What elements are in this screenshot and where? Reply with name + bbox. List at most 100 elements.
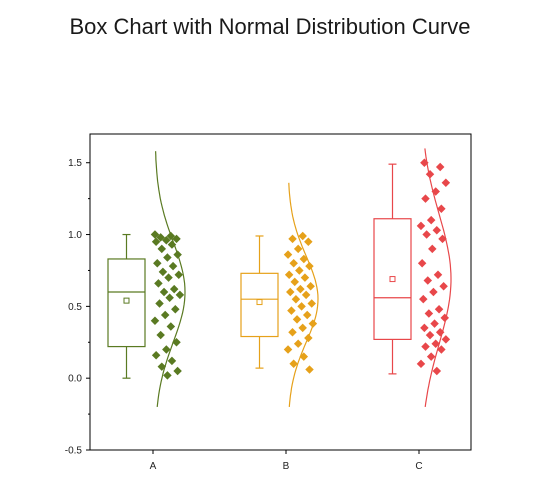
data-point: [304, 333, 313, 343]
series-group-a: [107, 151, 186, 407]
data-point: [421, 342, 430, 351]
data-point: [164, 273, 173, 282]
mean-marker: [256, 299, 263, 306]
data-point: [283, 250, 293, 259]
data-point: [437, 345, 446, 354]
data-point: [439, 282, 448, 291]
y-tick-label: 1.0: [68, 230, 82, 241]
data-point: [157, 362, 167, 371]
data-point: [293, 339, 303, 348]
iqr-box: [107, 258, 146, 348]
data-point: [166, 231, 176, 241]
y-axis: -0.5 0.0 0.5 1.0 1.5: [65, 158, 90, 457]
data-point: [437, 204, 446, 213]
normal-curve: [288, 182, 319, 407]
data-point: [167, 240, 177, 249]
data-point: [289, 259, 298, 268]
data-point: [301, 290, 311, 300]
data-point: [151, 350, 161, 360]
data-point: [432, 226, 442, 235]
x-tick-label: C: [415, 461, 422, 472]
data-point: [283, 345, 293, 354]
data-point: [166, 322, 176, 331]
y-tick-label: 1.5: [68, 158, 82, 169]
data-point: [153, 259, 162, 268]
data-point: [440, 313, 450, 323]
data-point: [169, 284, 179, 294]
data-point: [428, 244, 437, 254]
normal-curve: [155, 151, 186, 407]
data-point: [286, 287, 295, 297]
data-point: [287, 306, 296, 315]
data-point: [441, 335, 451, 344]
data-point: [425, 170, 435, 179]
data-point: [430, 319, 439, 328]
data-point: [300, 273, 310, 282]
data-point: [155, 299, 164, 308]
data-point: [424, 309, 434, 318]
data-point: [298, 231, 307, 241]
data-point: [417, 259, 427, 268]
series-layer: [107, 148, 452, 407]
data-point: [291, 294, 301, 304]
data-point: [422, 230, 431, 239]
series-group-b: [240, 182, 319, 407]
data-point: [307, 299, 316, 308]
data-point: [150, 230, 160, 239]
data-point: [159, 287, 169, 297]
data-point: [150, 316, 160, 325]
data-point: [441, 178, 451, 188]
data-point: [167, 356, 177, 366]
data-point: [302, 310, 312, 320]
data-point: [163, 253, 172, 262]
data-point: [156, 330, 165, 340]
data-point: [297, 302, 306, 311]
data-point: [304, 237, 313, 246]
data-point: [173, 250, 182, 259]
data-point: [435, 327, 445, 337]
data-point: [289, 359, 298, 369]
mean-marker: [123, 297, 130, 304]
plot-frame: [89, 133, 472, 451]
data-point: [299, 352, 309, 361]
y-tick-label: 0.0: [68, 374, 82, 385]
data-point: [156, 233, 165, 242]
data-point: [432, 366, 442, 376]
data-point: [165, 293, 174, 302]
data-point: [173, 366, 182, 376]
data-point: [420, 323, 429, 333]
data-point: [426, 352, 436, 361]
x-tick-label: B: [283, 461, 290, 472]
data-point: [308, 319, 318, 328]
iqr-box: [373, 218, 412, 341]
data-point: [288, 327, 297, 337]
data-point: [298, 323, 307, 333]
data-point: [172, 338, 181, 347]
data-point: [172, 234, 181, 244]
data-point: [306, 282, 315, 291]
data-point: [416, 359, 426, 369]
data-point: [174, 270, 183, 280]
data-point: [292, 315, 302, 324]
data-point: [162, 236, 171, 245]
data-point: [290, 277, 299, 287]
data-point: [434, 304, 444, 314]
data-point: [305, 365, 314, 374]
data-point: [158, 267, 168, 277]
x-axis: A B C: [150, 450, 423, 472]
data-point: [438, 234, 447, 244]
y-tick-label: 0.5: [68, 302, 82, 313]
x-tick-label: A: [150, 461, 157, 472]
data-point: [175, 290, 185, 300]
data-point: [305, 261, 314, 271]
data-point: [425, 330, 435, 340]
data-point: [421, 194, 430, 203]
data-point: [154, 279, 163, 288]
series-group-c: [373, 148, 452, 407]
mean-marker: [389, 276, 396, 283]
data-point: [426, 215, 436, 225]
data-point: [293, 244, 303, 254]
data-point: [429, 287, 438, 297]
data-point: [168, 261, 178, 271]
data-point: [171, 305, 180, 314]
